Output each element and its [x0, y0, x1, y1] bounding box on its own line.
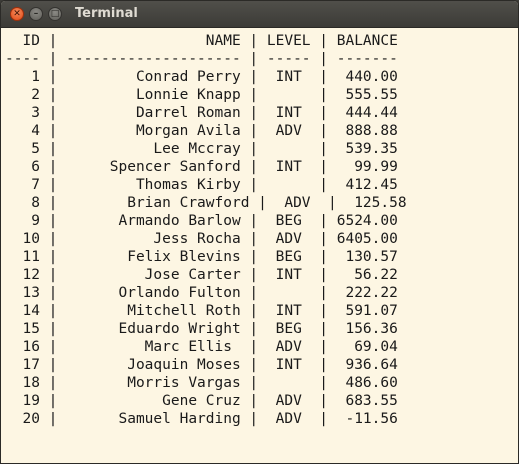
table-row: 19 | Gene Cruz | ADV | 683.55: [5, 393, 398, 409]
table-row: 10 | Jess Rocha | ADV | 6405.00: [5, 231, 398, 247]
table-row: 1 | Conrad Perry | INT | 440.00: [5, 69, 398, 85]
table-row: 15 | Eduardo Wright | BEG | 156.36: [5, 321, 398, 337]
table-header-row: ID | NAME | LEVEL | BALANCE: [5, 33, 398, 49]
table-row: 12 | Jose Carter | INT | 56.22: [5, 267, 398, 283]
table-row: 5 | Lee Mccray | | 539.35: [5, 141, 398, 157]
window-titlebar[interactable]: ✕ – □ Terminal: [1, 1, 518, 28]
table-row: 6 | Spencer Sanford | INT | 99.99: [5, 159, 398, 175]
table-row: 17 | Joaquin Moses | INT | 936.64: [5, 357, 398, 373]
close-icon[interactable]: ✕: [10, 7, 24, 21]
table-row: 9 | Armando Barlow | BEG | 6524.00: [5, 213, 398, 229]
table-row: 2 | Lonnie Knapp | | 555.55: [5, 87, 398, 103]
table-separator-row: ---- | -------------------- | ----- | --…: [5, 51, 398, 67]
table-row: 13 | Orlando Fulton | | 222.22: [5, 285, 398, 301]
window-title: Terminal: [75, 6, 138, 21]
table-row: 18 | Morris Vargas | | 486.60: [5, 375, 398, 391]
table-row: 4 | Morgan Avila | ADV | 888.88: [5, 123, 398, 139]
table-row: 16 | Marc Ellis | ADV | 69.04: [5, 339, 398, 355]
minimize-icon[interactable]: –: [29, 7, 43, 21]
table-row: 3 | Darrel Roman | INT | 444.44: [5, 105, 398, 121]
terminal-output: ID | NAME | LEVEL | BALANCE ---- | ------…: [5, 32, 518, 428]
table-row: 7 | Thomas Kirby | | 412.45: [5, 177, 398, 193]
terminal-output-area[interactable]: ID | NAME | LEVEL | BALANCE ---- | ------…: [1, 28, 518, 463]
table-row: 11 | Felix Blevins | BEG | 130.57: [5, 249, 398, 265]
table-row: 14 | Mitchell Roth | INT | 591.07: [5, 303, 398, 319]
table-row: 20 | Samuel Harding | ADV | -11.56: [5, 411, 398, 427]
maximize-icon[interactable]: □: [48, 7, 62, 21]
table-row: 8 | Brian Crawford | ADV | 125.58: [5, 195, 407, 211]
